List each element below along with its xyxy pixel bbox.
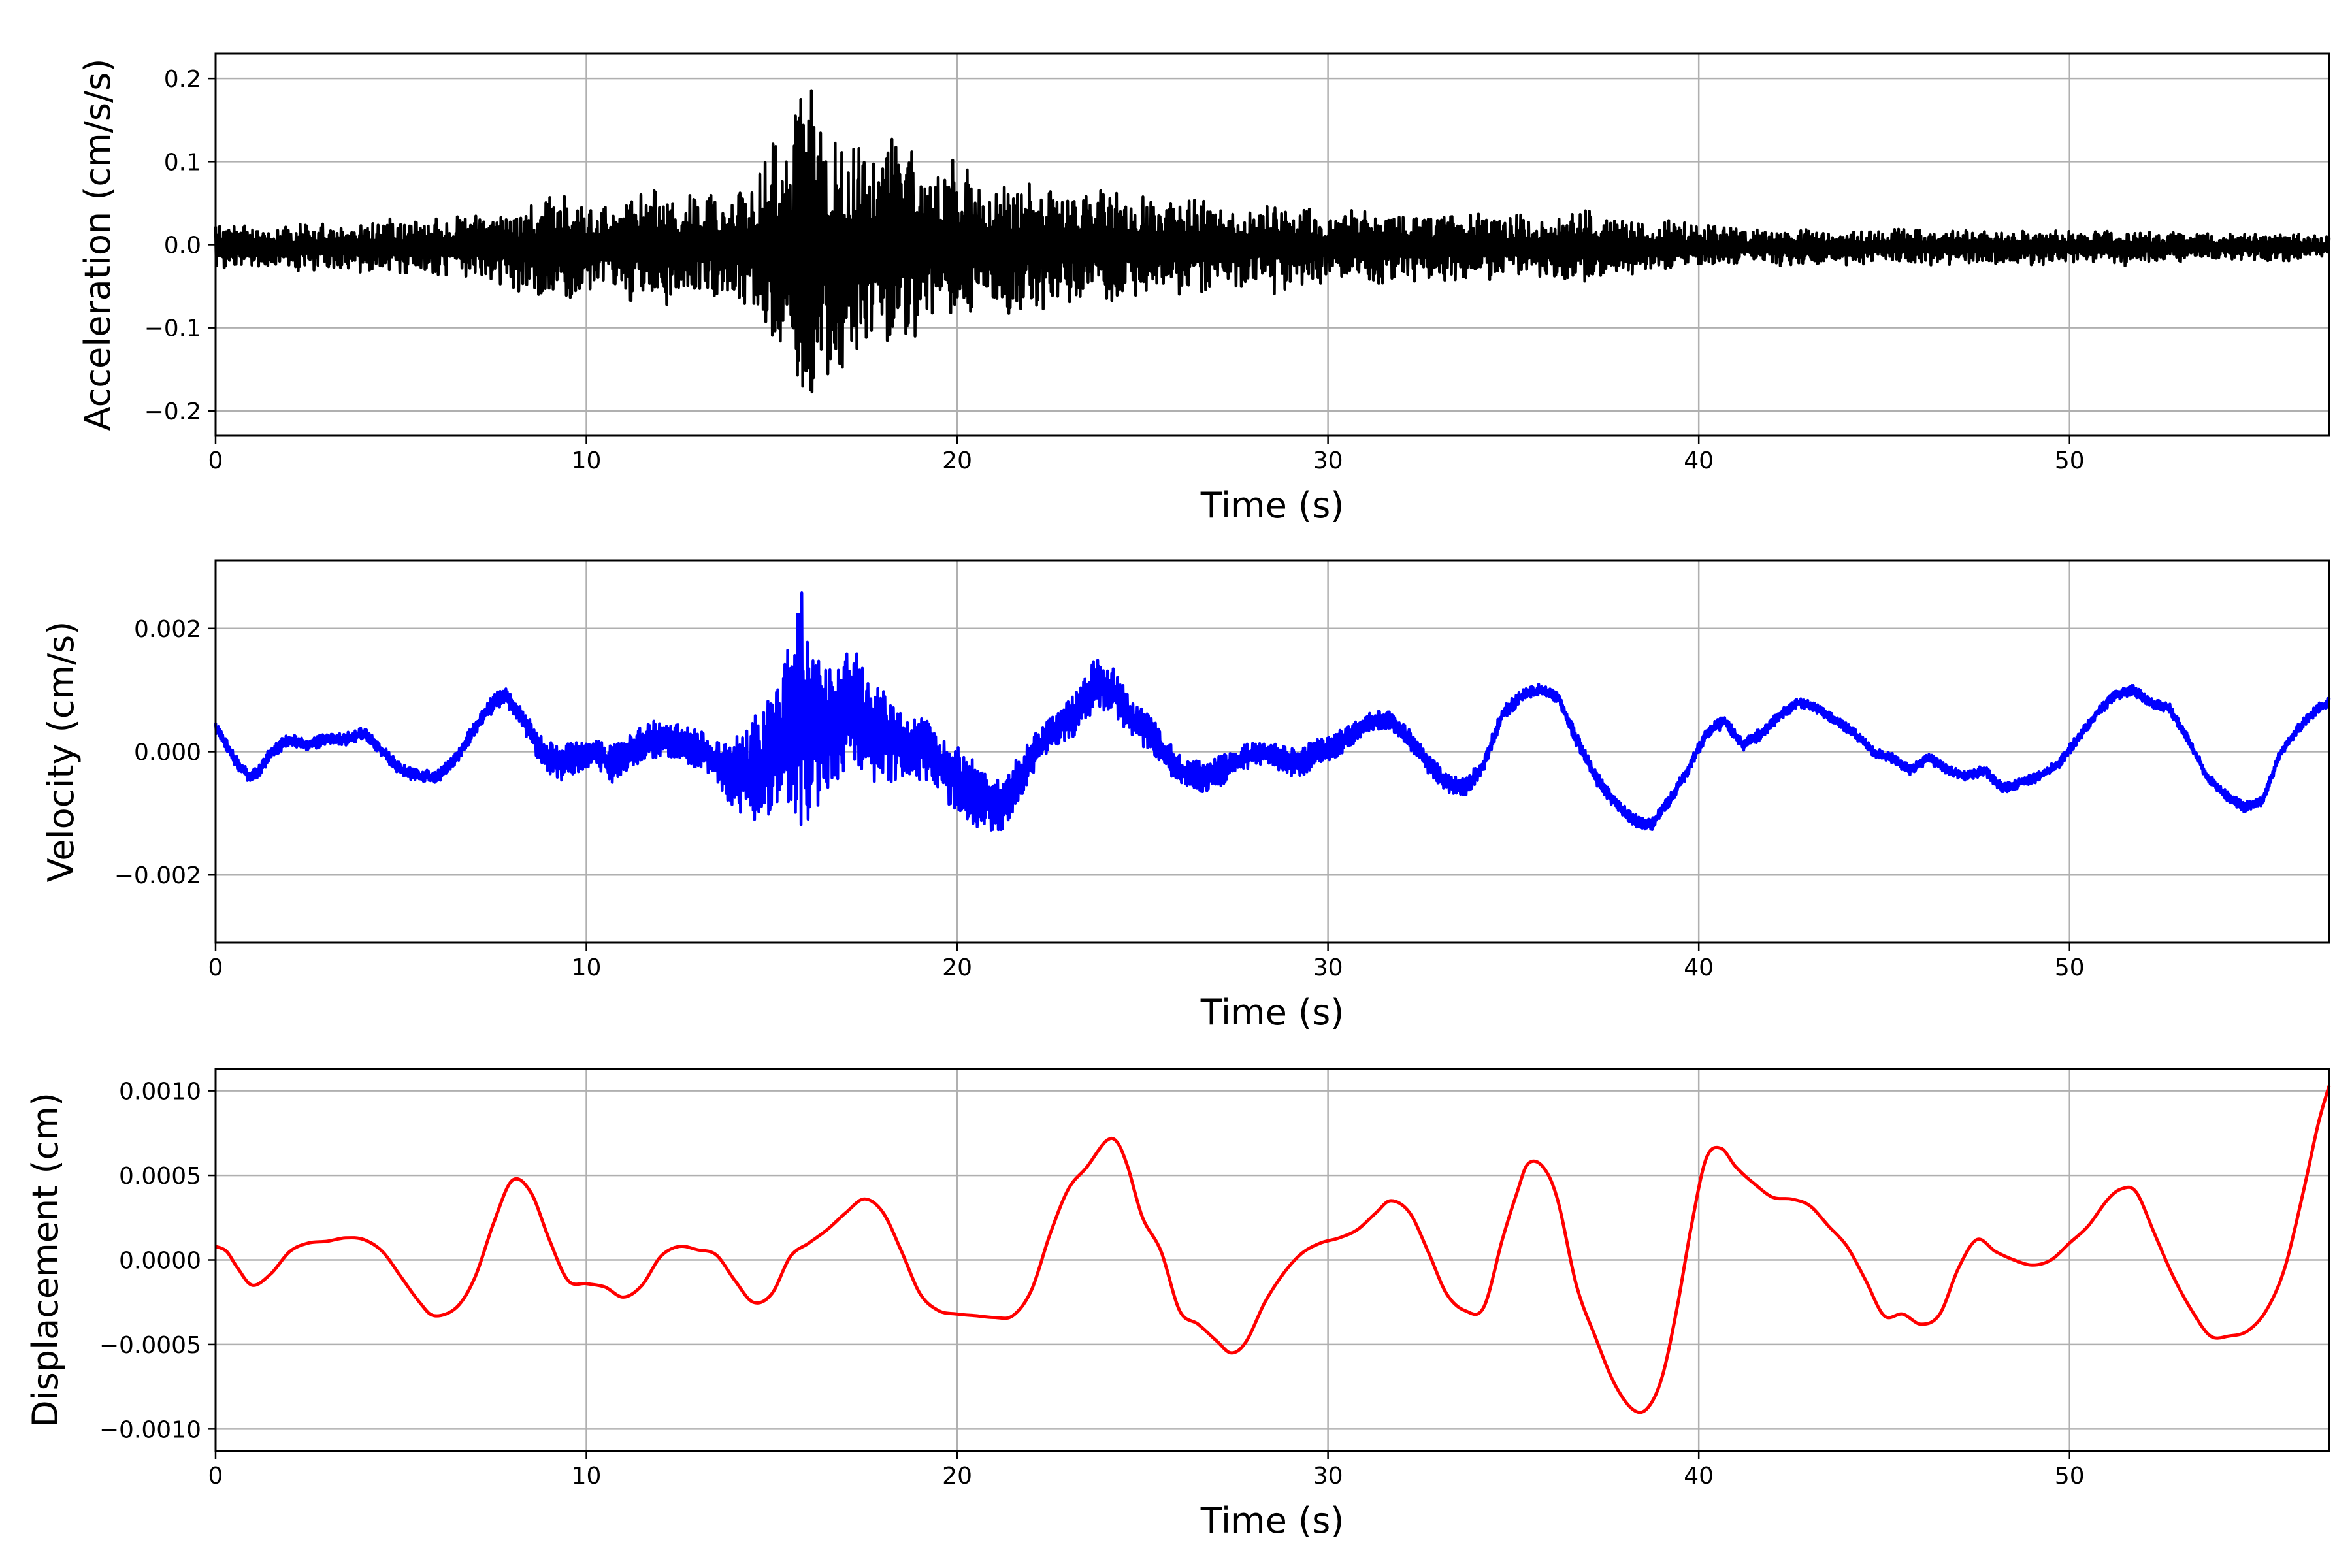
acceleration-ticks: 0 10 20 30 40 50 0.2 0.1 0.0 −0.1 −0.2 bbox=[144, 66, 2085, 474]
displacement-y-tick-label: 0.0005 bbox=[119, 1163, 201, 1190]
velocity-x-tick-label: 10 bbox=[572, 955, 602, 981]
acceleration-y-tick-label: 0.2 bbox=[164, 66, 201, 93]
velocity-y-axis-label: Velocity (cm/s) bbox=[41, 621, 82, 883]
displacement-grid bbox=[214, 1069, 2329, 1451]
displacement-y-axis-label: Displacement (cm) bbox=[25, 1092, 66, 1428]
acceleration-series-line bbox=[214, 89, 2331, 394]
displacement-ticks: 0 10 20 30 40 50 0.0010 0.0005 0.0000 −0.0005 −0.0… bbox=[99, 1079, 2085, 1490]
displacement-y-tick-label: −0.0005 bbox=[99, 1332, 201, 1359]
acceleration-y-tick-label: 0.1 bbox=[164, 149, 201, 176]
displacement-y-tick-label: −0.0010 bbox=[99, 1416, 201, 1443]
acceleration-x-tick-label: 20 bbox=[942, 448, 972, 474]
velocity-y-tick-label: 0.002 bbox=[134, 616, 201, 643]
acceleration-x-tick-label: 10 bbox=[572, 448, 602, 474]
displacement-panel: 0 10 20 30 40 50 0.0010 0.0005 0.0000 −0.0005 −0.0… bbox=[25, 1068, 2331, 1541]
acceleration-y-axis-label: Acceleration (cm/s/s) bbox=[77, 59, 118, 431]
acceleration-x-tick-label: 40 bbox=[1684, 448, 1714, 474]
velocity-x-axis-label: Time (s) bbox=[1200, 992, 1345, 1033]
acceleration-y-tick-label: 0.0 bbox=[164, 233, 201, 259]
velocity-ticks: 0 10 20 30 40 50 0.002 0.000 −0.002 bbox=[114, 616, 2085, 981]
velocity-series-line bbox=[214, 591, 2331, 832]
velocity-y-tick-label: 0.000 bbox=[134, 740, 201, 766]
displacement-y-tick-label: 0.0010 bbox=[119, 1079, 201, 1105]
displacement-x-tick-label: 20 bbox=[942, 1463, 972, 1490]
displacement-x-tick-label: 0 bbox=[208, 1463, 223, 1490]
velocity-x-tick-label: 30 bbox=[1313, 955, 1343, 981]
acceleration-x-tick-label: 0 bbox=[208, 448, 223, 474]
velocity-panel: 0 10 20 30 40 50 0.002 0.000 −0.002 Velocity (cm… bbox=[41, 559, 2331, 1033]
displacement-x-axis-label: Time (s) bbox=[1200, 1500, 1345, 1541]
displacement-series bbox=[214, 1085, 2331, 1414]
velocity-x-tick-label: 20 bbox=[942, 955, 972, 981]
velocity-x-tick-label: 40 bbox=[1684, 955, 1714, 981]
velocity-series bbox=[214, 591, 2331, 832]
displacement-y-tick-label: 0.0000 bbox=[119, 1248, 201, 1275]
displacement-x-tick-label: 10 bbox=[572, 1463, 602, 1490]
acceleration-x-axis-label: Time (s) bbox=[1200, 485, 1345, 526]
acceleration-x-tick-label: 50 bbox=[2055, 448, 2085, 474]
displacement-x-tick-label: 50 bbox=[2055, 1463, 2085, 1490]
displacement-x-tick-label: 40 bbox=[1684, 1463, 1714, 1490]
acceleration-series bbox=[214, 89, 2331, 394]
acceleration-panel: 0 10 20 30 40 50 0.2 0.1 0.0 −0.1 −0.2 Acceleratio… bbox=[77, 52, 2331, 526]
displacement-series-line bbox=[214, 1085, 2331, 1414]
displacement-x-tick-label: 30 bbox=[1313, 1463, 1343, 1490]
velocity-x-tick-label: 0 bbox=[208, 955, 223, 981]
acceleration-y-tick-label: −0.2 bbox=[144, 399, 201, 425]
acceleration-y-tick-label: −0.1 bbox=[144, 316, 201, 342]
velocity-x-tick-label: 50 bbox=[2055, 955, 2085, 981]
velocity-y-tick-label: −0.002 bbox=[114, 862, 201, 889]
acceleration-x-tick-label: 30 bbox=[1313, 448, 1343, 474]
